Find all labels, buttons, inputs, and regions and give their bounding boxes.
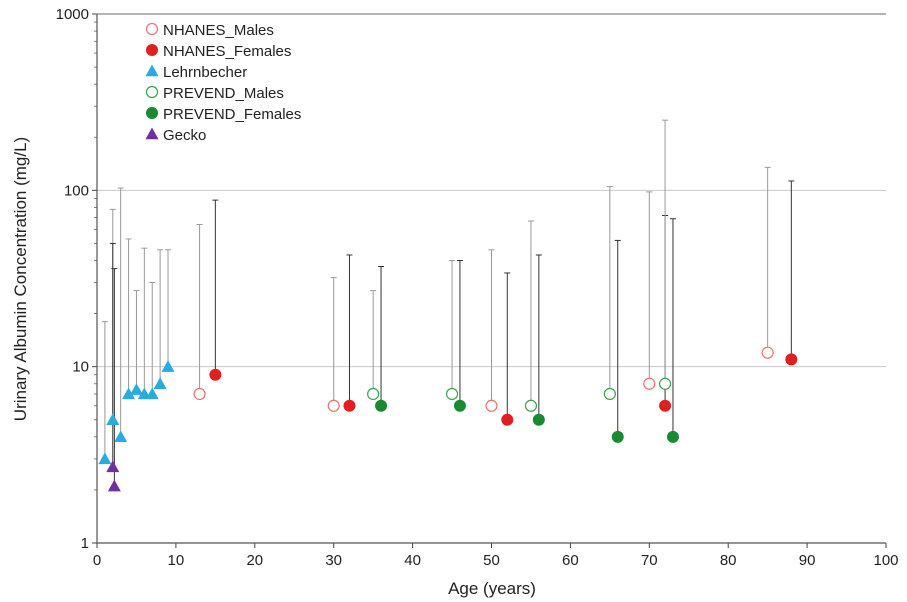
point-lehrnbecher <box>153 377 167 389</box>
x-tick-label: 10 <box>168 552 185 569</box>
y-axis-title: Urinary Albumin Concentration (mg/L) <box>11 137 30 421</box>
data-markers <box>98 346 798 492</box>
legend-label-gecko: Gecko <box>163 127 206 144</box>
y-tick-label: 10 <box>72 359 89 376</box>
point-nhanes-females <box>209 368 222 381</box>
legend-label-nhanes-males: NHANES_Males <box>163 22 274 39</box>
point-prevend-females <box>611 430 624 443</box>
point-lehrnbecher <box>145 387 159 400</box>
x-tick-label: 40 <box>404 552 421 569</box>
point-nhanes-males <box>193 387 206 401</box>
point-lehrnbecher <box>161 360 175 372</box>
legend-label-nhanes-females: NHANES_Females <box>163 43 291 60</box>
axes <box>92 13 887 548</box>
point-nhanes-females <box>501 413 514 426</box>
point-nhanes-males <box>643 377 656 390</box>
legend: NHANES_Males NHANES_Females Lehrnbecher PRE… <box>145 22 301 144</box>
point-lehrnbecher <box>98 452 112 465</box>
x-axis-title: Age (years) <box>448 579 536 598</box>
point-nhanes-males <box>327 399 340 412</box>
x-tick-label: 50 <box>483 552 500 569</box>
point-prevend-males <box>603 387 616 401</box>
point-prevend-males <box>524 399 538 412</box>
x-tick-label: 20 <box>246 552 263 569</box>
x-tick-label: 60 <box>562 552 579 569</box>
point-lehrnbecher <box>129 383 143 395</box>
point-lehrnbecher <box>106 413 120 425</box>
y-tick-label: 1 <box>81 535 89 552</box>
legend-label-prevend-males: PREVEND_Males <box>163 85 284 102</box>
legend-marker-nhanes-females <box>146 44 158 56</box>
point-prevend-females <box>532 413 545 426</box>
point-nhanes-males <box>761 346 774 359</box>
point-prevend-females <box>375 399 388 412</box>
legend-marker-nhanes-males <box>145 22 159 36</box>
point-prevend-males <box>367 387 380 401</box>
legend-marker-gecko <box>145 127 159 140</box>
point-nhanes-females <box>343 399 356 412</box>
x-tick-label: 80 <box>720 552 737 569</box>
y-tick-label: 1000 <box>56 6 89 23</box>
point-nhanes-females <box>659 399 672 412</box>
y-tick-label: 100 <box>64 182 89 199</box>
point-prevend-males <box>445 387 459 401</box>
legend-label-prevend-females: PREVEND_Females <box>163 106 301 123</box>
x-tick-label: 70 <box>641 552 658 569</box>
x-tick-label: 30 <box>325 552 342 569</box>
point-nhanes-males <box>485 399 498 412</box>
legend-marker-prevend-females <box>146 107 158 119</box>
point-prevend-males <box>658 377 672 390</box>
point-nhanes-females <box>785 353 798 366</box>
point-gecko <box>107 479 121 492</box>
point-lehrnbecher <box>114 430 128 443</box>
point-prevend-females <box>666 430 679 443</box>
tick-labels: 1 10 100 1000 0 10 20 30 40 50 60 70 80 90 100 <box>56 6 899 569</box>
legend-marker-prevend-males <box>145 85 159 99</box>
error-bars <box>101 119 795 487</box>
point-lehrnbecher <box>122 387 136 400</box>
point-gecko <box>106 460 120 473</box>
legend-label-lehrnbecher: Lehrnbecher <box>163 64 247 81</box>
point-prevend-females <box>453 399 466 412</box>
x-tick-label: 0 <box>93 552 101 569</box>
x-tick-label: 90 <box>799 552 816 569</box>
x-tick-label: 100 <box>873 552 898 569</box>
legend-marker-lehrnbecher <box>145 64 159 77</box>
